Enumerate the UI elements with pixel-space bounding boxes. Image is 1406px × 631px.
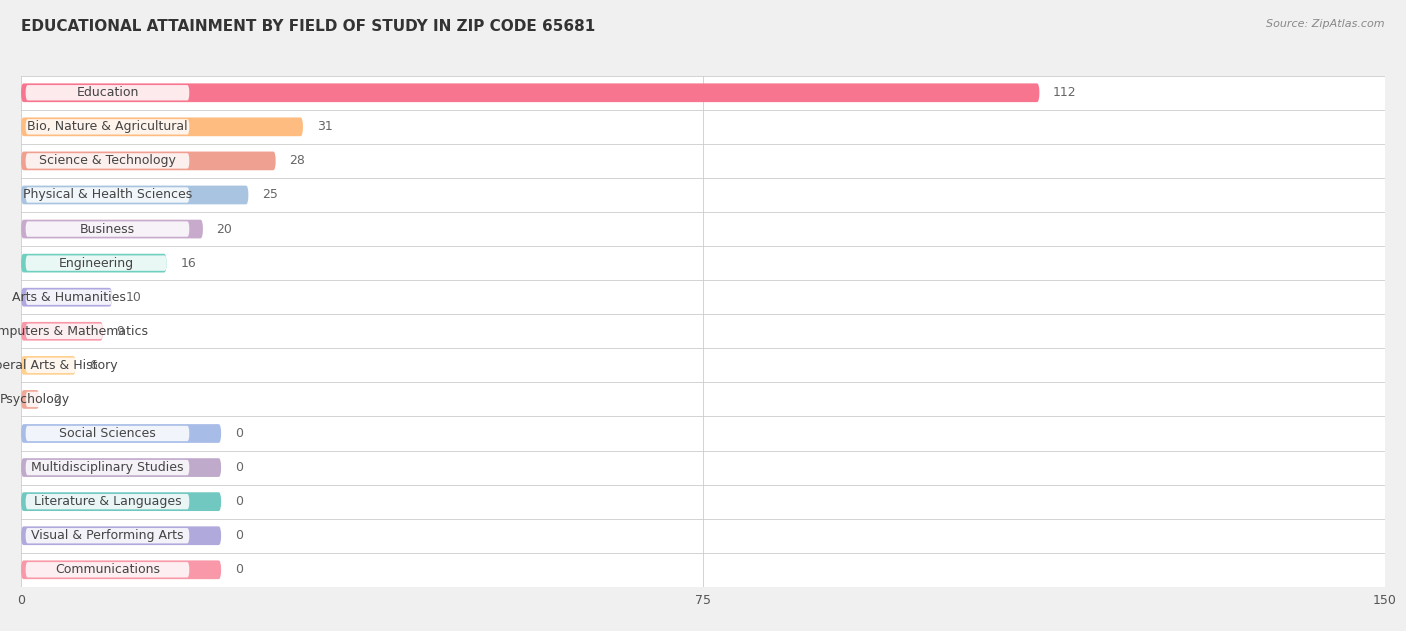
Text: Psychology: Psychology	[0, 393, 70, 406]
Text: 28: 28	[290, 155, 305, 167]
FancyBboxPatch shape	[21, 220, 202, 239]
Text: Visual & Performing Arts: Visual & Performing Arts	[31, 529, 184, 542]
Text: 9: 9	[117, 325, 125, 338]
Text: 0: 0	[235, 495, 243, 508]
Text: 112: 112	[1053, 86, 1077, 99]
Bar	[21, 553, 1385, 587]
Text: Physical & Health Sciences: Physical & Health Sciences	[22, 189, 193, 201]
FancyBboxPatch shape	[25, 358, 76, 373]
Bar	[21, 519, 1385, 553]
FancyBboxPatch shape	[25, 119, 190, 134]
Bar	[21, 416, 1385, 451]
Bar	[21, 76, 1385, 110]
Bar	[21, 280, 1385, 314]
Text: Social Sciences: Social Sciences	[59, 427, 156, 440]
FancyBboxPatch shape	[21, 288, 112, 307]
Bar	[21, 178, 1385, 212]
Text: Liberal Arts & History: Liberal Arts & History	[0, 359, 118, 372]
Text: 16: 16	[180, 257, 195, 269]
FancyBboxPatch shape	[21, 458, 221, 477]
FancyBboxPatch shape	[21, 186, 249, 204]
Text: Science & Technology: Science & Technology	[39, 155, 176, 167]
FancyBboxPatch shape	[25, 562, 190, 577]
Bar	[21, 212, 1385, 246]
Bar	[21, 485, 1385, 519]
FancyBboxPatch shape	[25, 256, 166, 271]
FancyBboxPatch shape	[25, 460, 190, 475]
FancyBboxPatch shape	[25, 494, 190, 509]
FancyBboxPatch shape	[21, 492, 221, 511]
Text: 6: 6	[90, 359, 97, 372]
FancyBboxPatch shape	[25, 324, 103, 339]
Text: Arts & Humanities: Arts & Humanities	[11, 291, 125, 304]
Bar	[21, 451, 1385, 485]
Bar	[21, 348, 1385, 382]
Text: 10: 10	[125, 291, 142, 304]
FancyBboxPatch shape	[21, 356, 76, 375]
Text: EDUCATIONAL ATTAINMENT BY FIELD OF STUDY IN ZIP CODE 65681: EDUCATIONAL ATTAINMENT BY FIELD OF STUDY…	[21, 19, 595, 34]
Text: Computers & Mathematics: Computers & Mathematics	[0, 325, 148, 338]
FancyBboxPatch shape	[21, 560, 221, 579]
FancyBboxPatch shape	[21, 424, 221, 443]
Bar	[21, 314, 1385, 348]
FancyBboxPatch shape	[25, 85, 190, 100]
Text: 2: 2	[53, 393, 60, 406]
Text: 31: 31	[316, 121, 332, 133]
FancyBboxPatch shape	[21, 390, 39, 409]
FancyBboxPatch shape	[21, 322, 103, 341]
FancyBboxPatch shape	[21, 254, 166, 273]
Text: Business: Business	[80, 223, 135, 235]
Text: 0: 0	[235, 427, 243, 440]
Bar	[21, 246, 1385, 280]
Text: Bio, Nature & Agricultural: Bio, Nature & Agricultural	[27, 121, 188, 133]
Bar	[21, 382, 1385, 416]
FancyBboxPatch shape	[25, 153, 190, 168]
FancyBboxPatch shape	[21, 526, 221, 545]
Text: Communications: Communications	[55, 563, 160, 576]
Bar	[21, 110, 1385, 144]
FancyBboxPatch shape	[25, 221, 190, 237]
FancyBboxPatch shape	[21, 117, 302, 136]
Text: 0: 0	[235, 529, 243, 542]
FancyBboxPatch shape	[25, 187, 190, 203]
Text: 0: 0	[235, 563, 243, 576]
Text: Education: Education	[76, 86, 139, 99]
Bar	[21, 144, 1385, 178]
FancyBboxPatch shape	[25, 426, 190, 441]
Text: 0: 0	[235, 461, 243, 474]
Text: Engineering: Engineering	[59, 257, 134, 269]
Text: Source: ZipAtlas.com: Source: ZipAtlas.com	[1267, 19, 1385, 29]
Text: 25: 25	[262, 189, 278, 201]
FancyBboxPatch shape	[25, 290, 112, 305]
FancyBboxPatch shape	[25, 528, 190, 543]
FancyBboxPatch shape	[25, 392, 44, 407]
Text: Multidisciplinary Studies: Multidisciplinary Studies	[31, 461, 184, 474]
Text: Literature & Languages: Literature & Languages	[34, 495, 181, 508]
FancyBboxPatch shape	[21, 83, 1039, 102]
Text: 20: 20	[217, 223, 232, 235]
FancyBboxPatch shape	[21, 151, 276, 170]
